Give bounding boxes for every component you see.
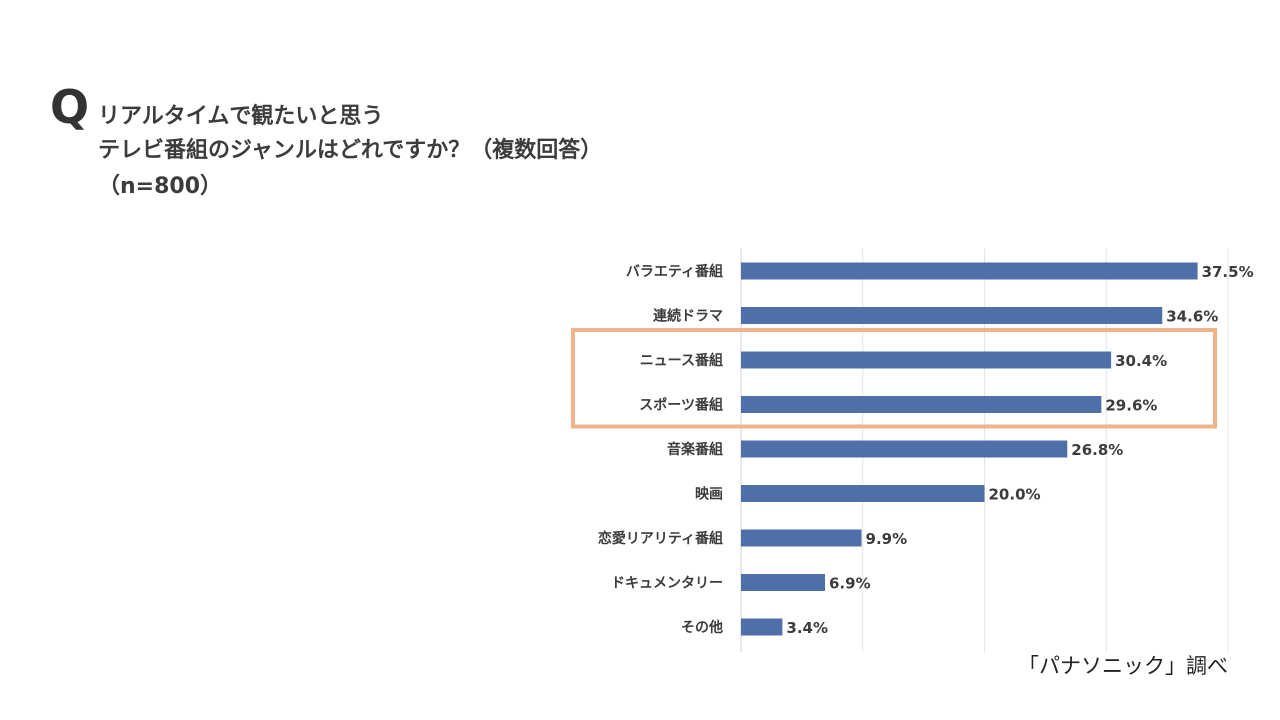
value-label: 9.9% [866, 530, 908, 548]
labels-layer: バラエティ番組 37.5% 連続ドラマ 34.6% ニュース番組 30.4% スポーツ番組 2… [598, 263, 1254, 637]
category-label: 音楽番組 [667, 441, 723, 458]
category-label: 恋愛リアリティ番組 [598, 530, 723, 547]
value-label: 26.8% [1071, 441, 1123, 459]
bar [741, 529, 862, 547]
category-label: ドキュメンタリー [611, 576, 723, 592]
value-label: 6.9% [829, 575, 871, 593]
bar [741, 396, 1102, 413]
question-mark: Q [50, 80, 90, 134]
value-label: 30.4% [1115, 352, 1167, 370]
question-line-1: リアルタイムで観たいと思う [98, 104, 384, 129]
category-label: 連続ドラマ [653, 308, 723, 325]
category-label: 映画 [695, 487, 723, 503]
bar [741, 485, 985, 502]
bar [741, 307, 1163, 324]
bar [741, 262, 1198, 280]
category-label: スポーツ番組 [639, 397, 723, 414]
question-line-2: テレビ番組のジャンルはどれですか？（複数回答） [98, 138, 603, 164]
highlight-box [571, 328, 1217, 429]
category-label: その他 [681, 619, 723, 636]
source-credit: 「パナソニック」調べ [1018, 654, 1228, 678]
bar [741, 440, 1068, 458]
value-label: 29.6% [1105, 397, 1157, 415]
question-sample-size: （n=800） [98, 174, 223, 200]
category-label: ニュース番組 [640, 352, 723, 369]
question-text: リアルタイムで観たいと思う テレビ番組のジャンルはどれですか？（複数回答） （n… [98, 100, 602, 204]
category-label: バラエティ番組 [626, 263, 723, 280]
bar [741, 618, 783, 636]
bar [741, 351, 1112, 369]
value-label: 37.5% [1202, 263, 1254, 281]
bar [741, 574, 826, 591]
value-label: 20.0% [989, 486, 1041, 504]
bars-layer [741, 262, 1198, 636]
value-label: 3.4% [786, 619, 828, 637]
value-label: 34.6% [1166, 308, 1218, 326]
highlight-layer [571, 328, 1217, 429]
